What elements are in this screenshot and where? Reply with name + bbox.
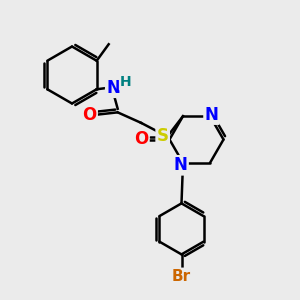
Text: S: S	[157, 127, 169, 146]
Text: Br: Br	[172, 269, 191, 284]
Text: O: O	[82, 106, 97, 124]
Text: O: O	[134, 130, 148, 148]
Text: N: N	[205, 106, 218, 124]
Text: N: N	[106, 79, 120, 97]
Text: H: H	[120, 75, 132, 89]
Text: N: N	[174, 156, 188, 174]
